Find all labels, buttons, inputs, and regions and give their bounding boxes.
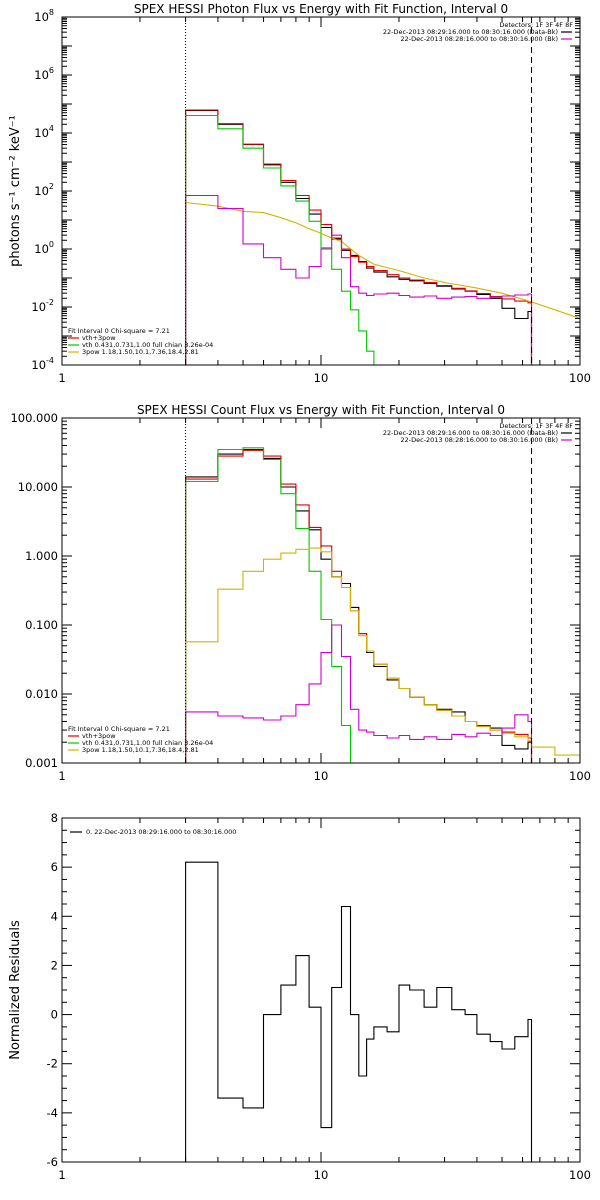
series-line-4: [185, 201, 580, 320]
y-tick-label: 0: [51, 1008, 58, 1022]
chart-panel-3: 1 10 100 -6 -4 -2 0 2 4 6 8 Normalized Residuals 0. …: [8, 811, 591, 1182]
chart-panel-1: SPEX HESSI Photon Flux vs Energy with Fi…: [8, 2, 591, 385]
legend-entry: vth 0.431,0.731,1.00 full chian 3.26e-04: [82, 341, 213, 349]
chart-title: SPEX HESSI Count Flux vs Energy with Fit…: [137, 403, 505, 417]
series-line-3: [185, 114, 388, 365]
legend-header: Fit Interval 0 Chi-square = 7.21: [68, 327, 170, 335]
y-tick-label: -6: [47, 1155, 58, 1169]
plot-area: [185, 109, 580, 365]
y-tick-label: 0.010: [25, 687, 58, 701]
y-tick-label: 0.100: [25, 618, 58, 632]
y-tick-label: 6: [51, 860, 58, 874]
series-line-4: [185, 547, 580, 763]
legend-entry: 22-Dec-2013 08:28:16.000 to 08:30:16.000…: [401, 436, 559, 444]
y-tick-label: 106: [34, 66, 54, 82]
y-tick-label: 100: [34, 240, 54, 256]
legend-entry: 22-Dec-2013 08:28:16.000 to 08:30:16.000…: [401, 35, 559, 43]
chart-panel-2: SPEX HESSI Count Flux vs Energy with Fit…: [10, 403, 591, 783]
x-tick-label: 100: [569, 769, 591, 783]
series-line-1: [185, 861, 533, 1162]
y-tick-label: 0.001: [25, 756, 58, 770]
y-tick-label: 100.000: [10, 411, 58, 425]
legend-entry: 22-Dec-2013 08:29:16.000 to 08:30:16.000…: [383, 429, 558, 437]
legend-entry: vth 0.431,0.731,1.00 full chian 3.26e-04: [82, 739, 213, 747]
legend-entry: vth+3pow: [82, 732, 116, 740]
y-tick-label: 8: [51, 811, 58, 825]
legend-entry: vth+3pow: [82, 334, 116, 342]
legend-entry: 3pow 1.18,1.50,10.1,7.36,18.4,2.81: [82, 746, 199, 754]
plot-frame: [61, 16, 581, 366]
x-tick-label: 1: [58, 769, 65, 783]
y-tick-label: -4: [47, 1106, 58, 1120]
plot-area: [185, 447, 580, 763]
x-tick-label: 1: [58, 1168, 65, 1182]
x-tick-label: 10: [314, 371, 329, 385]
x-tick-label: 100: [569, 1168, 591, 1182]
y-tick-label: 1.000: [25, 549, 58, 563]
y-axis-label: photons s⁻¹ cm⁻² keV⁻¹: [8, 115, 23, 267]
y-tick-label: 10-2: [31, 298, 54, 314]
series-line-5: [185, 194, 533, 365]
legend-entry: 3pow 1.18,1.50,10.1,7.36,18.4,2.81: [82, 348, 199, 356]
x-tick-label: 1: [58, 371, 65, 385]
legend-header: Detectors: 1F 3F 4F 8F: [499, 422, 573, 430]
y-tick-label: 2: [51, 958, 58, 972]
series-line-5: [185, 624, 533, 763]
x-tick-label: 10: [314, 769, 329, 783]
y-tick-label: -2: [47, 1057, 58, 1071]
plot-area: [185, 861, 533, 1162]
legend-entry: 22-Dec-2013 08:29:16.000 to 08:30:16.000…: [383, 28, 558, 36]
y-tick-label: 10-4: [31, 356, 54, 372]
legend-entry: 0. 22-Dec-2013 08:29:16.000 to 08:30:16.…: [86, 828, 236, 836]
y-tick-label: 10.000: [18, 480, 58, 494]
x-tick-label: 10: [314, 1168, 329, 1182]
legend-header: Fit Interval 0 Chi-square = 7.21: [68, 725, 170, 733]
y-tick-label: 108: [34, 8, 54, 24]
series-line-3: [185, 447, 359, 763]
y-tick-label: 104: [34, 124, 54, 140]
x-tick-label: 100: [569, 371, 591, 385]
y-tick-label: 4: [51, 909, 58, 923]
y-tick-label: 102: [34, 182, 54, 198]
y-axis-label: Normalized Residuals: [8, 920, 23, 1060]
legend-header: Detectors: 1F 3F 4F 8F: [499, 21, 573, 29]
chart-title: SPEX HESSI Photon Flux vs Energy with Fi…: [134, 2, 508, 16]
